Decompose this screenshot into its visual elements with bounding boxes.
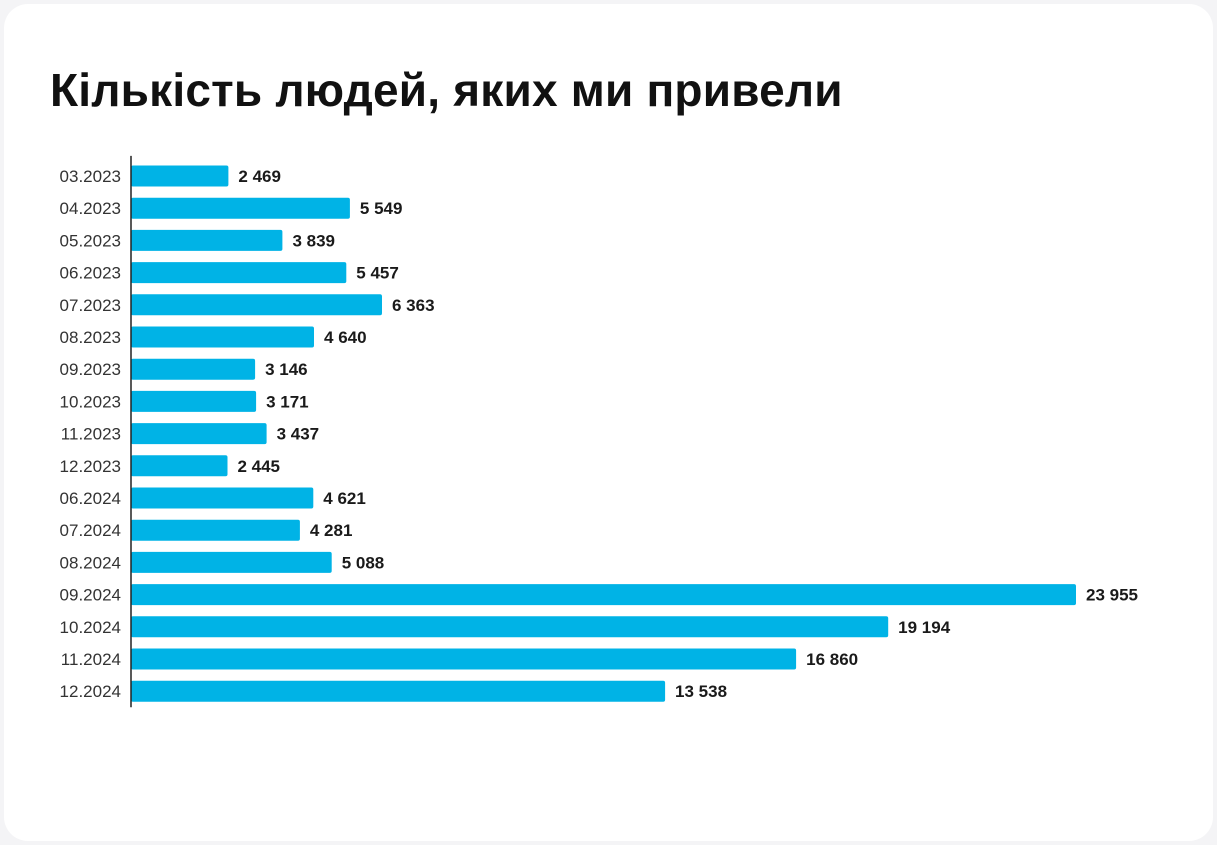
value-label: 5 549 <box>360 199 403 218</box>
bar <box>131 584 1076 606</box>
value-label: 4 621 <box>323 489 366 508</box>
chart-title: Кількість людей, яких ми привели <box>50 64 843 116</box>
bar <box>131 358 256 380</box>
bar <box>131 197 350 219</box>
bar <box>131 680 666 702</box>
bar <box>131 487 314 509</box>
bar <box>131 455 228 477</box>
category-label: 04.2023 <box>60 199 121 218</box>
category-label: 09.2024 <box>60 586 121 605</box>
bar <box>131 423 267 445</box>
bar <box>131 551 332 573</box>
category-label: 11.2024 <box>61 650 121 669</box>
category-label: 08.2024 <box>60 553 121 572</box>
bar <box>131 165 229 187</box>
value-label: 4 640 <box>324 328 367 347</box>
bar <box>131 616 889 638</box>
category-label: 12.2024 <box>60 682 121 701</box>
bars-layer: 03.2023 2 469 04.2023 5 549 05.2023 3 839 06.2… <box>60 165 1138 702</box>
value-label: 6 363 <box>392 296 435 315</box>
category-label: 07.2024 <box>60 521 121 540</box>
value-label: 2 469 <box>238 167 281 186</box>
category-label: 10.2024 <box>60 618 121 637</box>
value-label: 23 955 <box>1086 586 1138 605</box>
bar <box>131 229 283 251</box>
value-label: 13 538 <box>675 682 727 701</box>
bar <box>131 262 347 284</box>
value-label: 3 839 <box>292 231 335 250</box>
category-label: 08.2023 <box>60 328 121 347</box>
category-label: 05.2023 <box>60 231 121 250</box>
value-label: 5 088 <box>342 553 385 572</box>
bar <box>131 519 300 541</box>
category-label: 03.2023 <box>60 167 121 186</box>
bar <box>131 326 314 348</box>
value-label: 3 437 <box>277 425 320 444</box>
category-label: 11.2023 <box>61 425 121 444</box>
category-label: 10.2023 <box>60 392 121 411</box>
category-label: 06.2023 <box>60 264 121 283</box>
value-label: 16 860 <box>806 650 858 669</box>
bar <box>131 294 382 316</box>
value-label: 19 194 <box>898 618 951 637</box>
value-label: 3 146 <box>265 360 308 379</box>
value-label: 2 445 <box>237 457 280 476</box>
category-label: 06.2024 <box>60 489 121 508</box>
bar <box>131 390 257 412</box>
value-label: 4 281 <box>310 521 353 540</box>
value-label: 5 457 <box>356 264 399 283</box>
value-label: 3 171 <box>266 392 309 411</box>
bar <box>131 648 797 670</box>
category-label: 12.2023 <box>60 457 121 476</box>
category-label: 09.2023 <box>60 360 121 379</box>
category-label: 07.2023 <box>60 296 121 315</box>
